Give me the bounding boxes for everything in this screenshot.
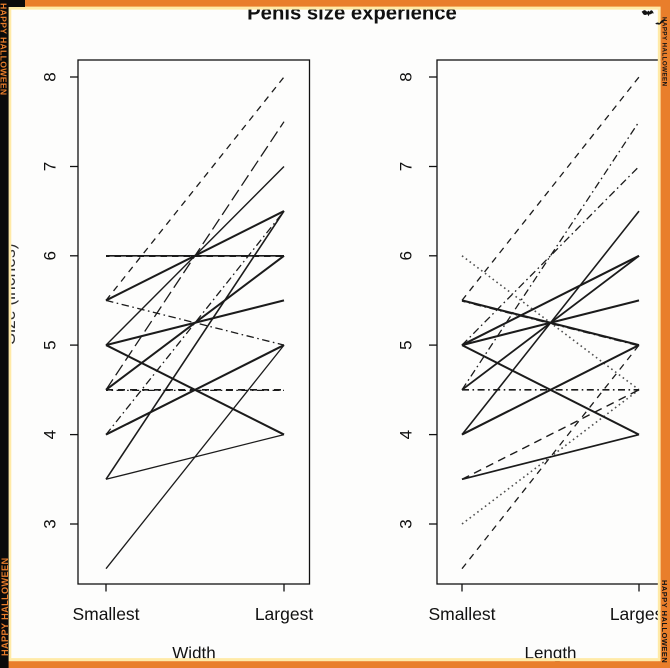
svg-text:5: 5 <box>40 340 59 349</box>
svg-text:Width: Width <box>172 644 215 663</box>
svg-text:3: 3 <box>397 519 416 528</box>
svg-text:7: 7 <box>397 162 416 171</box>
svg-text:HAPPY HALLOWEEN: HAPPY HALLOWEEN <box>0 557 10 656</box>
svg-text:5: 5 <box>397 340 416 349</box>
svg-text:Smallest: Smallest <box>428 604 495 624</box>
svg-text:4: 4 <box>397 430 416 439</box>
svg-text:6: 6 <box>40 251 59 260</box>
svg-text:Largest: Largest <box>255 604 314 624</box>
svg-text:Largest: Largest <box>610 604 669 624</box>
svg-text:4: 4 <box>40 430 59 439</box>
svg-text:HAPPY HALLOWEEN: HAPPY HALLOWEEN <box>660 580 669 663</box>
svg-text:7: 7 <box>40 162 59 171</box>
svg-text:HAPPY HALLOWEEN: HAPPY HALLOWEEN <box>0 3 9 95</box>
svg-text:8: 8 <box>397 72 416 81</box>
svg-text:Smallest: Smallest <box>72 604 139 624</box>
svg-text:3: 3 <box>40 519 59 528</box>
svg-text:HAPPY HALLOWEEN: HAPPY HALLOWEEN <box>661 17 668 87</box>
svg-text:6: 6 <box>397 251 416 260</box>
svg-text:Length: Length <box>525 644 577 663</box>
svg-text:8: 8 <box>40 72 59 81</box>
